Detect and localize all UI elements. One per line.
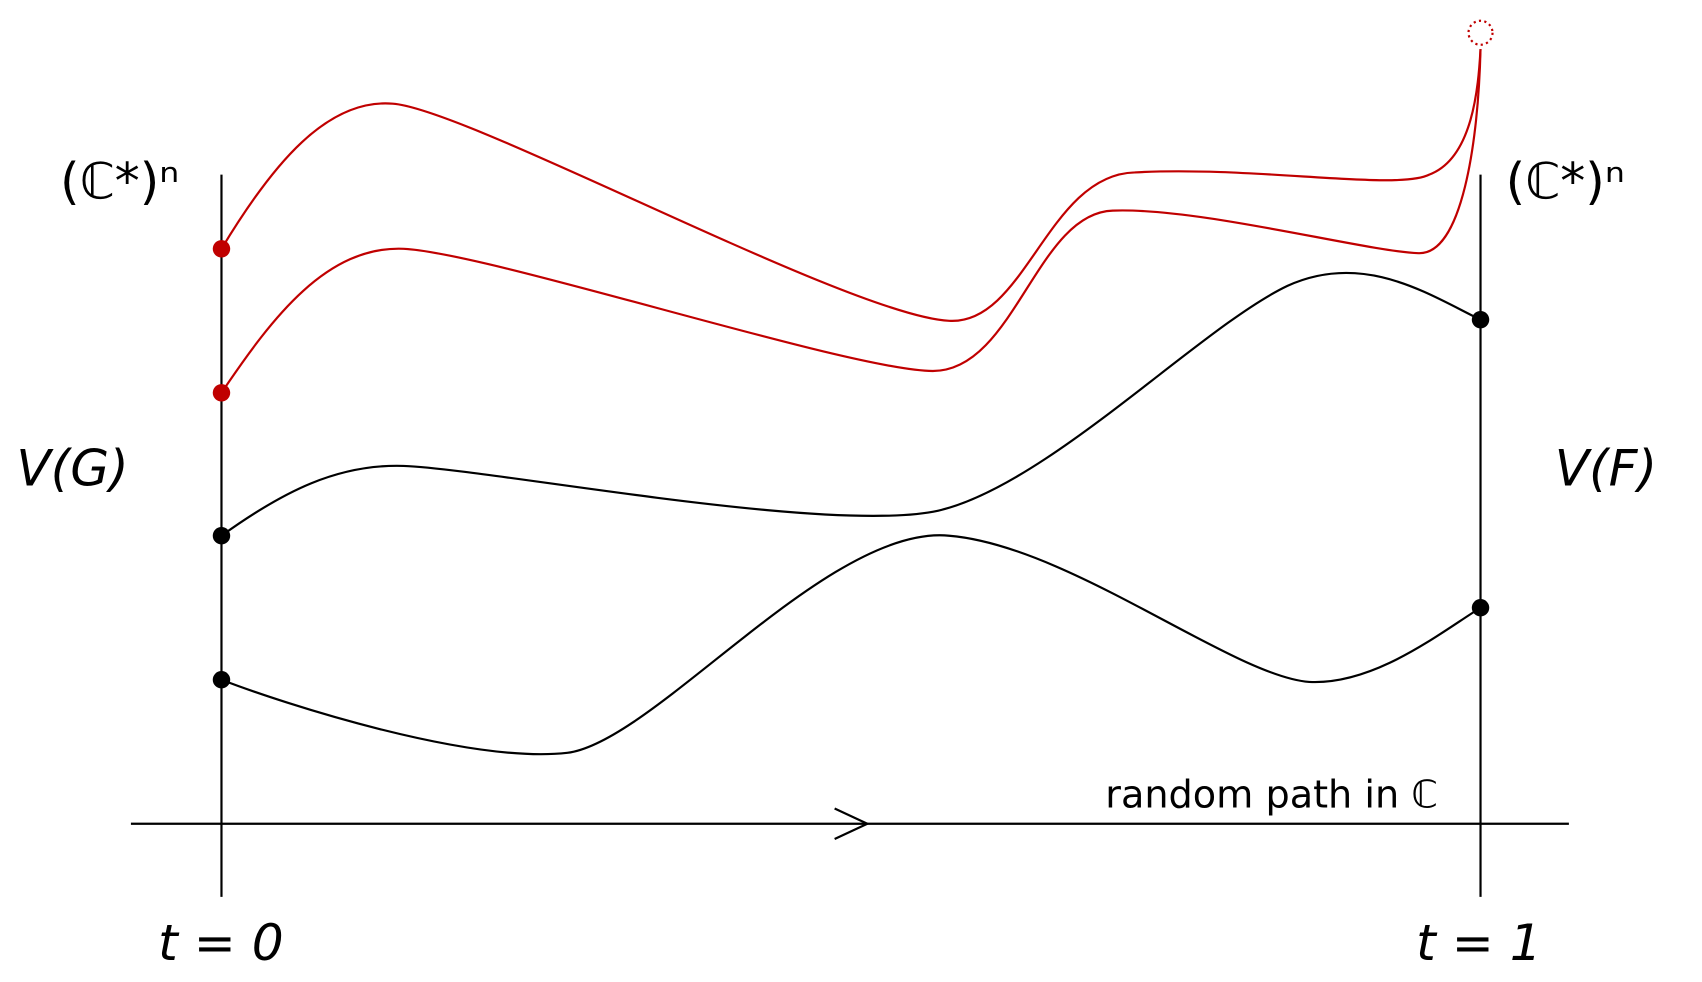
variety-label: V(F) [1555,439,1657,498]
start-point [212,240,231,258]
end-point [1471,599,1490,617]
infinity-point [1467,19,1494,46]
time-label: t = 0 [158,913,284,972]
start-point [212,384,231,402]
solution-path [220,271,1482,537]
path-label: random path in ℂ [1105,773,1438,817]
start-point [212,671,231,689]
space-label: (ℂ*)ⁿ [1506,152,1625,211]
arrow-head [834,807,870,841]
diverging-path [220,49,1482,322]
start-point [212,527,231,545]
variety-label: V(G) [16,439,128,498]
diverging-path [220,49,1482,394]
end-point [1471,310,1490,329]
time-label: t = 1 [1416,913,1542,972]
space-label: (ℂ*)ⁿ [60,152,179,211]
solution-path [221,534,1482,756]
